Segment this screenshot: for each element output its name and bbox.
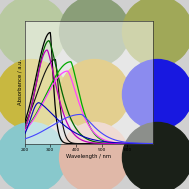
Circle shape [0, 122, 67, 189]
Circle shape [60, 0, 129, 67]
Circle shape [0, 60, 67, 129]
Circle shape [60, 60, 129, 129]
Circle shape [122, 0, 189, 67]
X-axis label: Wavelength / nm: Wavelength / nm [66, 154, 111, 159]
Circle shape [0, 0, 67, 67]
Circle shape [122, 60, 189, 129]
Circle shape [60, 122, 129, 189]
Circle shape [122, 122, 189, 189]
Y-axis label: Absorbance / a.u.: Absorbance / a.u. [18, 59, 22, 105]
